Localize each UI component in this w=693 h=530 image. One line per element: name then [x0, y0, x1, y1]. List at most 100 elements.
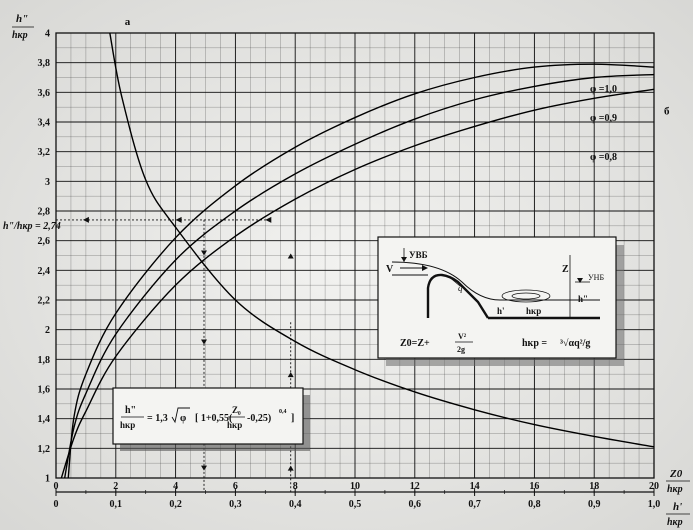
- guide-arrow: [201, 339, 208, 345]
- x2-tick-label: 1,0: [648, 499, 661, 510]
- x2-tick-label: 0,8: [528, 499, 541, 510]
- formula-frac-den: hкр: [227, 420, 242, 430]
- inset-label-uvb: УВБ: [409, 250, 428, 260]
- inset-formula-z0-num: V²: [458, 332, 467, 341]
- x2-tick-label: 0,3: [229, 499, 242, 510]
- formula-exponent: 0,4: [279, 409, 287, 415]
- inset-diagram: УВБ V q Z УНБ h" h' hкр Z0=Z+ V² 2g hкр …: [377, 236, 624, 366]
- inset-label-v: V: [386, 264, 394, 275]
- guide-arrow: [287, 465, 294, 471]
- y-tick-label: 2,2: [38, 296, 51, 307]
- guide-arrow: [201, 465, 208, 471]
- x-tick-label: 8: [293, 481, 298, 492]
- x2-axis-label-den: hкр: [667, 517, 683, 528]
- y-tick-labels: 1 1,2 1,4 1,6 1,8 2 2,2 2,4 2,6 2,8 3 3,2 3,4 3,6 3,8 4: [38, 29, 51, 485]
- guide-arrow: [201, 250, 208, 256]
- x2-tick-label: 0,2: [169, 499, 182, 510]
- formula-lhs-den: hкр: [120, 420, 135, 430]
- formula-frac-num: Z₀: [232, 405, 241, 415]
- inset-formula-z0-den: 2g: [457, 345, 465, 354]
- x-tick-label: 2: [113, 481, 118, 492]
- x2-tick-label: 0: [54, 499, 59, 510]
- y-tick-label: 2: [45, 325, 50, 336]
- formula-lhs-num: h": [125, 405, 136, 416]
- y-tick-label: 3,2: [38, 147, 51, 158]
- guide-arrow: [82, 216, 89, 223]
- inset-formula-z0-prefix: Z0=Z+: [400, 338, 430, 349]
- plot-frame: [55, 32, 655, 479]
- formula-bracket-close: ]: [291, 413, 294, 424]
- x2-tick-label: 0,6: [409, 499, 422, 510]
- formula-box: h" hкр = 1,3 φ [ 1+0,55( Z₀ hкр -0,25) 0…: [112, 387, 310, 451]
- y-axis-label-den: hкр: [12, 30, 28, 41]
- y-tick-label: 1,4: [38, 414, 51, 425]
- x-tick-labels: 0 2 4 6 8 10 12 14 16 18 20: [54, 481, 660, 492]
- x-tick-label: 18: [589, 481, 599, 492]
- series-label: φ =1,0: [590, 84, 617, 95]
- y-tick-label: 2,6: [38, 236, 51, 247]
- inset-label-h1: h': [497, 306, 505, 316]
- y-tick-label: 1: [45, 474, 50, 485]
- curve-phi-2: [60, 88, 655, 479]
- inset-label-unb: УНБ: [588, 273, 604, 282]
- curve-phi-0: [67, 63, 655, 479]
- x2-tick-labels: 0 0,1 0,2 0,3 0,4 0,5 0,6 0,7 0,8 0,9 1,0: [54, 499, 661, 510]
- guide-arrow: [287, 253, 294, 259]
- guide-arrow: [287, 372, 294, 378]
- series-label: φ =0,9: [590, 113, 617, 124]
- y-tick-label: 3,8: [38, 58, 51, 69]
- y-tick-label: 2,4: [38, 266, 51, 277]
- guide-arrow: [265, 216, 272, 223]
- y-tick-label: 3: [45, 177, 50, 188]
- y-tick-label: 3,6: [38, 88, 51, 99]
- x-tick-label: 0: [54, 481, 59, 492]
- series-label: φ =0,8: [590, 152, 617, 163]
- x-tick-label: 4: [173, 481, 178, 492]
- y-tick-label: 1,8: [38, 355, 51, 366]
- formula-bracket-open: [ 1+0,55(: [195, 413, 233, 424]
- x2-tick-label: 0,5: [349, 499, 362, 510]
- curve-a: [109, 32, 655, 448]
- inset-label-hkr: hкр: [526, 306, 541, 316]
- curve-b-label: б: [664, 106, 670, 118]
- x-tick-label: 20: [649, 481, 659, 492]
- y-tick-label: 1,6: [38, 385, 51, 396]
- x-tick-label: 10: [350, 481, 360, 492]
- inset-label-q: q: [458, 283, 463, 293]
- x-tick-label: 16: [529, 481, 539, 492]
- x-tick-label: 6: [233, 481, 238, 492]
- y-axis-label-num: h": [16, 13, 28, 25]
- x2-tick-label: 0,4: [289, 499, 302, 510]
- reference-label: h"/hкр = 2,74: [3, 221, 61, 232]
- curves: [60, 32, 655, 479]
- inset-label-h2: h": [578, 294, 588, 304]
- curve-labels: φ =1,0 φ =0,9 φ =0,8 a б: [125, 16, 670, 163]
- x-axis-label-den: hкр: [667, 484, 683, 495]
- x-tick-label: 14: [470, 481, 480, 492]
- y-tick-label: 1,2: [38, 444, 51, 455]
- x2-axis-label-num: h': [673, 501, 682, 513]
- x2-axis-label: h' hкр: [666, 501, 690, 528]
- axes: [55, 32, 655, 496]
- formula-bracket-tail: -0,25): [247, 413, 271, 424]
- x2-tick-label: 0,9: [588, 499, 601, 510]
- curve-a-label: a: [125, 16, 131, 28]
- y-tick-label: 4: [45, 29, 50, 40]
- formula-sqrt-arg: φ: [180, 413, 186, 424]
- x-axis-label-num: Z0: [669, 468, 683, 480]
- x-axis-label: Z0 hкр: [666, 468, 690, 495]
- formula-rhs-prefix: = 1,3: [147, 413, 168, 424]
- inset-label-z: Z: [562, 264, 569, 275]
- inset-formula-hkr-root: ³√αq²/g: [560, 338, 590, 349]
- guide-arrow: [175, 216, 182, 223]
- x-tick-label: 12: [410, 481, 420, 492]
- x2-tick-label: 0,7: [468, 499, 481, 510]
- curve-phi-1: [63, 73, 655, 479]
- x2-tick-label: 0,1: [110, 499, 123, 510]
- y-tick-label: 3,4: [38, 118, 51, 129]
- y-tick-label: 2,8: [38, 207, 51, 218]
- water-surface: [391, 261, 600, 301]
- y-axis-label: h" hкр: [12, 13, 34, 41]
- inset-formula-hkr-prefix: hкр =: [522, 338, 547, 349]
